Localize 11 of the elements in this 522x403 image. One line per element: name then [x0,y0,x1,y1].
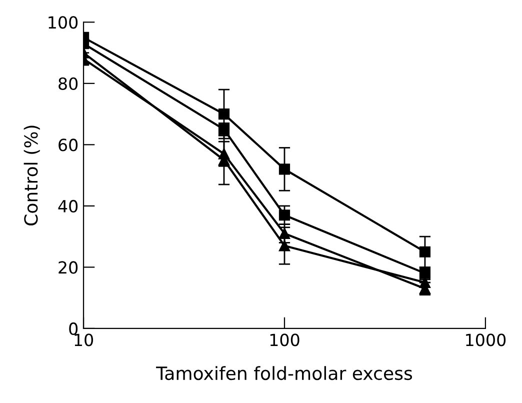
x-tick-label: 100 [270,334,300,346]
y-tick-label: 40 [58,200,78,212]
x-tick-label: 1000 [466,334,506,346]
x-tick-label: 10 [74,334,94,346]
y-tick-label: 60 [58,138,78,152]
y-tick-label: 80 [58,77,78,90]
y-axis-title: Control (%) [24,126,40,226]
x-axis-title: Tamoxifen fold-molar excess [156,366,412,380]
y-tick-label: 20 [58,261,78,274]
y-tick-label: 100 [48,16,78,29]
y-tick-label: 0 [69,322,78,336]
